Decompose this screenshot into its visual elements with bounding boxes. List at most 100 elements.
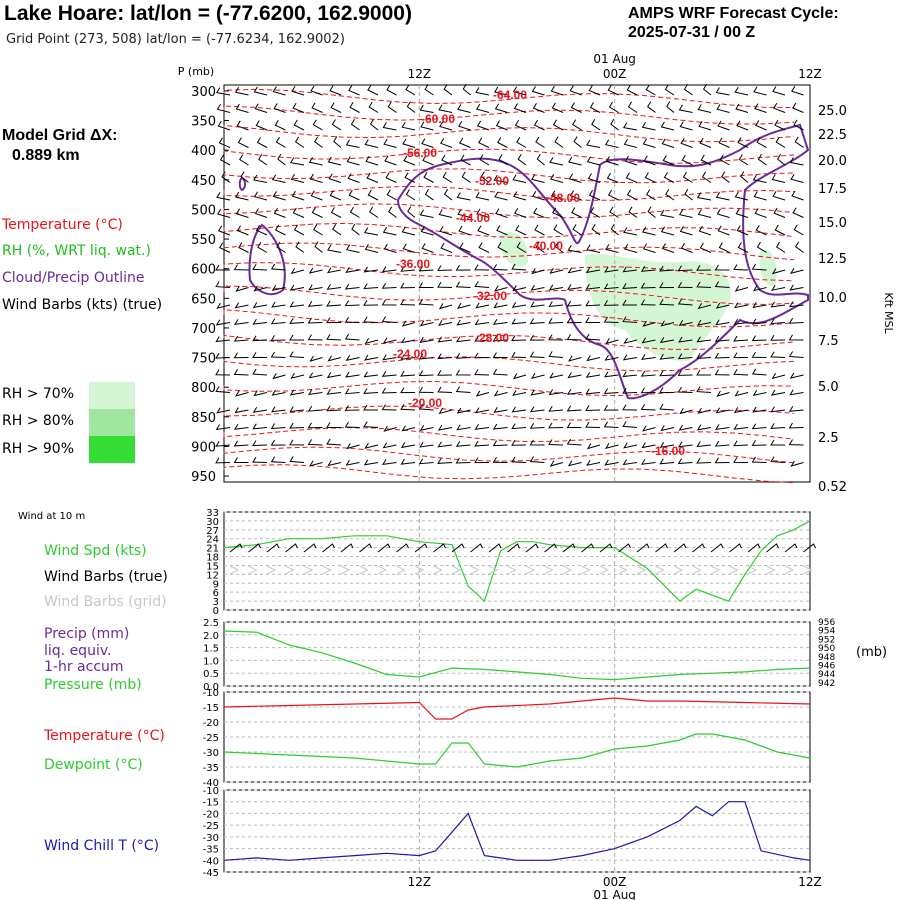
wind-barb (349, 102, 360, 113)
wind-barb (456, 407, 471, 414)
wind-barb (794, 136, 804, 148)
wind-barb (607, 84, 619, 96)
pressure-tick-label: 900 (191, 440, 216, 455)
wind-barb (566, 422, 582, 428)
wind-barb (345, 371, 360, 378)
wind-barb (367, 189, 379, 201)
panel-frame-wind (223, 511, 811, 611)
wind-barb (289, 389, 305, 396)
wind-barb (326, 405, 342, 412)
temperature-contour-1 (223, 105, 795, 125)
wind-barb (714, 369, 730, 376)
height-tick-label: 25.0 (818, 104, 847, 119)
wind-barb (331, 119, 342, 131)
wind-barb (793, 224, 804, 236)
wind-barb (455, 441, 471, 447)
value-tick-label: 24 (206, 535, 219, 546)
wind-barb (622, 459, 638, 466)
value-tick-label: -25 (203, 821, 219, 832)
wind-barb (715, 87, 730, 96)
wind-barb (386, 189, 397, 201)
wind-barb (721, 171, 730, 183)
wind-barb (623, 227, 638, 236)
grid-wind-barb (655, 565, 665, 575)
wind-barb (642, 138, 656, 148)
wind-barb (788, 439, 804, 446)
wind-barb (363, 459, 379, 466)
temperature-contour-label: -24.00 (393, 347, 427, 361)
wind-barb (661, 138, 675, 148)
wind-barb (476, 120, 490, 131)
wind-barb (308, 389, 323, 396)
wind-barb (733, 319, 749, 325)
wind-barb (291, 86, 305, 96)
wind-barb (492, 368, 508, 376)
wind-barb (588, 85, 601, 96)
surface-wind-barb (618, 543, 631, 553)
wind-barb (622, 387, 638, 394)
wind-barb (678, 441, 693, 448)
wind-barb (234, 319, 249, 326)
wind-barb (736, 120, 749, 131)
wind-barb (438, 408, 453, 415)
wind-barb (346, 156, 360, 166)
wind-barb (217, 225, 231, 236)
wind-barb (215, 440, 231, 447)
wind-barb (548, 439, 564, 446)
wind-barb (252, 318, 268, 325)
wind-barb (457, 208, 471, 218)
wind-barb (307, 301, 323, 307)
wind-barb (497, 137, 508, 148)
grid-wind-barb (581, 565, 591, 575)
wind-barb (733, 352, 749, 359)
wind-barb (252, 264, 268, 271)
wind-barb (641, 122, 656, 131)
wind-barb (437, 424, 453, 431)
grid-wind-barb (340, 565, 351, 575)
temperature-contour-label: -32.00 (473, 289, 507, 303)
pressure-right-tick: 948 (818, 653, 835, 663)
wind-barb (455, 369, 471, 376)
wind-barb (235, 191, 249, 201)
wind-barb (459, 242, 471, 253)
wind-barb (586, 443, 601, 450)
wind-barb (252, 456, 268, 463)
temperature-contour-label: -16.00 (651, 444, 685, 458)
wind-barb (771, 373, 786, 380)
wind-barb (790, 460, 804, 467)
wind-barb (664, 84, 675, 96)
wind-barb (714, 352, 730, 359)
wind-barb (770, 439, 785, 446)
wind-barb (529, 406, 545, 413)
pressure-tick-label: 850 (191, 411, 216, 426)
wind-barb (476, 103, 490, 113)
pressure-tick-label: 300 (191, 85, 216, 100)
grid-wind-barb (507, 565, 517, 575)
grid-wind-barb (766, 565, 776, 575)
wind-barb (494, 103, 508, 113)
wind-barb (516, 136, 527, 148)
value-tick-label: 6 (213, 588, 219, 599)
wind-barb (789, 267, 804, 274)
wind-barb (382, 459, 397, 466)
wind-barb (252, 406, 268, 413)
wind-barb (437, 386, 453, 393)
value-tick-label: -10 (203, 786, 219, 797)
wind-barb (440, 138, 453, 148)
value-tick-label: 15 (206, 561, 219, 572)
wind-barb (474, 281, 490, 288)
wind-barb (530, 372, 545, 379)
wind-barb (418, 282, 434, 288)
wind-barb (566, 317, 582, 324)
wind-barb (310, 190, 323, 201)
wind-barb (622, 371, 638, 378)
wind-barb (437, 265, 453, 272)
wind-barb (585, 267, 601, 274)
forecast-cycle: AMPS WRF Forecast Cycle: 2025-07-31 / 00… (628, 4, 839, 42)
bottom-date-label: 01 Aug (593, 888, 636, 900)
wind-barb (254, 103, 268, 113)
wind-barb (344, 300, 360, 307)
wind-barb (603, 404, 619, 411)
wind-barb (455, 264, 471, 271)
value-tick-label: -35 (203, 845, 219, 856)
